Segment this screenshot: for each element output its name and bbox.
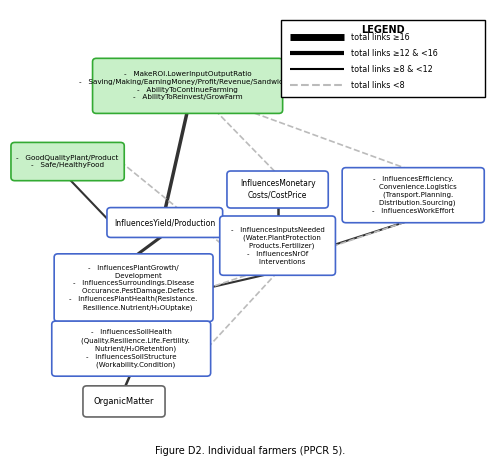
Text: -   InfluencesSoilHealth
    (Quality.Resilience.Life.Fertility.
    Nutrient/H₂: - InfluencesSoilHealth (Quality.Resilien… [72, 329, 190, 368]
FancyBboxPatch shape [92, 58, 282, 113]
Text: LEGEND: LEGEND [362, 25, 405, 35]
FancyBboxPatch shape [281, 20, 485, 97]
Text: OrganicMatter: OrganicMatter [94, 397, 154, 406]
Text: -   InfluencesEfficiency.
    Convenience.Logistics
    (Transport.Planning.
   : - InfluencesEfficiency. Convenience.Logi… [370, 176, 456, 214]
Text: InfluencesMonetary
Costs/CostPrice: InfluencesMonetary Costs/CostPrice [240, 179, 316, 200]
FancyBboxPatch shape [54, 254, 213, 322]
FancyBboxPatch shape [220, 216, 336, 275]
FancyBboxPatch shape [227, 171, 328, 208]
FancyBboxPatch shape [11, 143, 124, 181]
FancyBboxPatch shape [52, 321, 210, 376]
Text: total links ≥8 & <12: total links ≥8 & <12 [351, 65, 432, 74]
FancyBboxPatch shape [342, 168, 484, 223]
Text: -   GoodQualityPlant/Product
-   Safe/HealthyFood: - GoodQualityPlant/Product - Safe/Health… [16, 154, 119, 169]
Text: -   InfluencesInputsNeeded
    (Water.PlantProtection
    Products.Fertilizer)
-: - InfluencesInputsNeeded (Water.PlantPro… [230, 227, 324, 265]
Text: InfluencesYield/Production: InfluencesYield/Production [114, 218, 216, 227]
Text: Figure D2. Individual farmers (PPCR 5).: Figure D2. Individual farmers (PPCR 5). [155, 446, 345, 457]
FancyBboxPatch shape [83, 386, 165, 417]
Text: total links <8: total links <8 [351, 81, 405, 90]
Text: -   MakeROI.LowerInputOutputRatio
-   Saving/Making/EarningMoney/Profit/Revenue/: - MakeROI.LowerInputOutputRatio - Saving… [79, 71, 296, 101]
Text: total links ≥12 & <16: total links ≥12 & <16 [351, 49, 438, 58]
Text: total links ≥16: total links ≥16 [351, 33, 410, 42]
Text: -   InfluencesPlantGrowth/
    Development
-   InfluencesSurroundings.Disease
  : - InfluencesPlantGrowth/ Development - I… [70, 265, 198, 311]
FancyBboxPatch shape [107, 207, 222, 238]
